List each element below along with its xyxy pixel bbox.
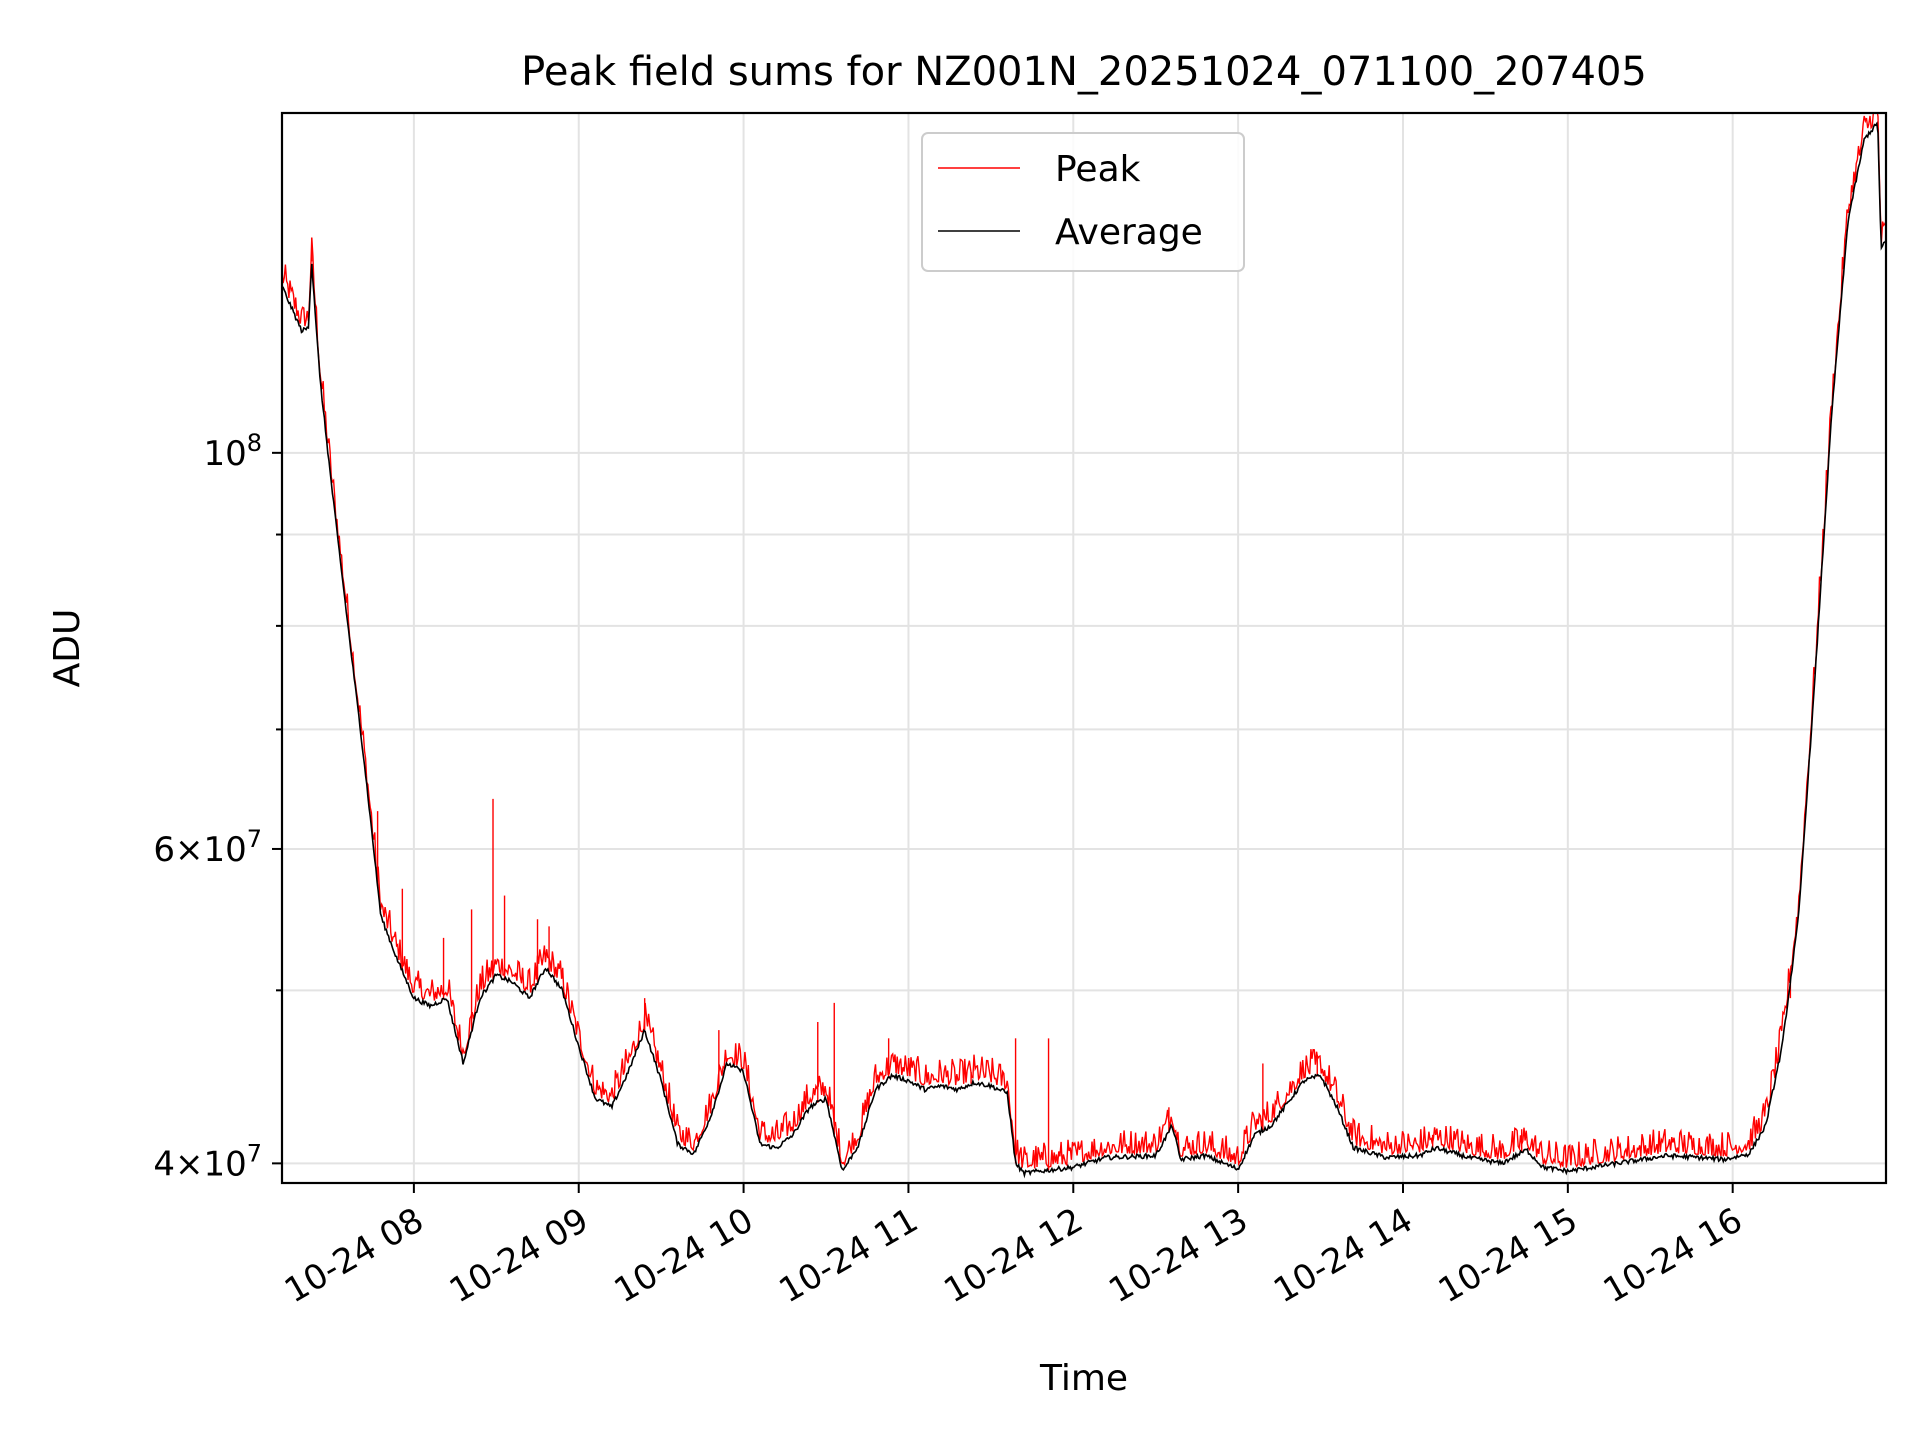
chart-title: Peak field sums for NZ001N_20251024_0711…	[521, 49, 1647, 95]
y-tick-label: 4×107	[153, 1139, 262, 1184]
y-axis-label: ADU	[47, 609, 88, 688]
y-tick-label: 108	[203, 429, 262, 474]
x-axis-label: Time	[1039, 1358, 1128, 1399]
legend-average-label: Average	[1055, 212, 1203, 253]
y-tick-label: 6×107	[153, 825, 262, 870]
average-series-line	[282, 121, 1886, 1179]
legend: Peak Average	[921, 132, 1245, 272]
axes-frame	[280, 111, 1888, 1185]
plot-area	[282, 113, 1886, 1179]
legend-peak-label: Peak	[1055, 149, 1141, 190]
